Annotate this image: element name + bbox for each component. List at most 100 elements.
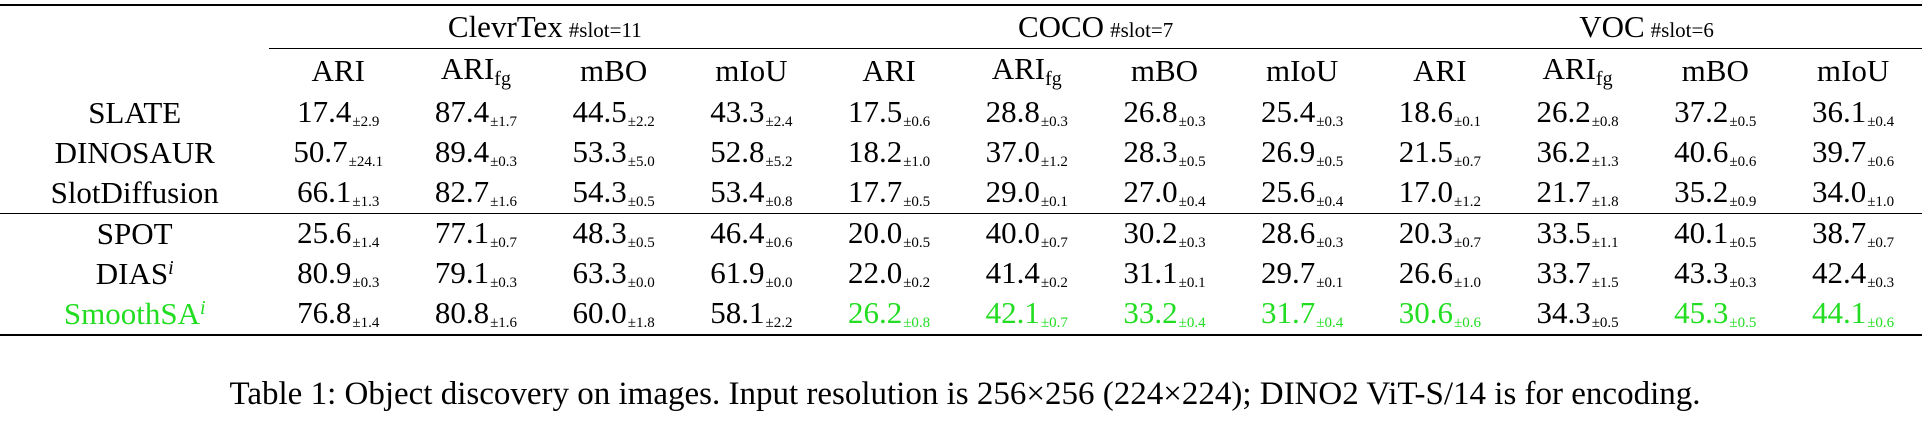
mean-value: 26.8 (1123, 94, 1178, 130)
value-cell: 41.4±0.2 (958, 254, 1096, 294)
metric-name: ARI (311, 52, 365, 88)
mean-value: 28.8 (985, 94, 1040, 130)
std-value: ±0.7 (1040, 235, 1068, 252)
group-header-clevrtex: ClevrTex #slot=11 (269, 5, 821, 49)
table-row: SLATE 17.4±2.9 87.4±1.7 44.5±2.2 43.3±2.4 17.… (0, 93, 1922, 133)
corner-cell (0, 5, 269, 49)
mean-value: 76.8 (297, 295, 352, 331)
mean-value: 54.3 (572, 174, 627, 210)
value-cell: 50.7±24.1 (269, 133, 407, 173)
std-value: ±0.8 (1591, 114, 1619, 131)
value-cell: 26.6±1.0 (1371, 254, 1509, 294)
value-cell: 76.8±1.4 (269, 294, 407, 335)
metric-header: mBO (1096, 49, 1234, 94)
value-cell: 25.6±0.4 (1233, 173, 1371, 214)
mean-value: 44.1 (1811, 295, 1867, 331)
metric-name: mBO (1681, 52, 1749, 88)
std-value: ±0.5 (903, 235, 931, 252)
mean-value: 28.6 (1261, 215, 1316, 251)
metric-name: mIoU (1266, 52, 1339, 88)
mean-value: 40.6 (1674, 134, 1729, 170)
value-cell: 42.4±0.3 (1784, 254, 1922, 294)
std-value: ±5.2 (765, 154, 793, 171)
mean-value: 37.0 (985, 134, 1040, 170)
mean-value: 31.7 (1261, 295, 1316, 331)
value-cell: 31.1±0.1 (1096, 254, 1234, 294)
std-value: ±0.1 (1040, 194, 1068, 211)
mean-value: 53.3 (572, 134, 627, 170)
mean-value: 80.9 (297, 255, 352, 291)
mean-value: 29.7 (1261, 255, 1316, 291)
std-value: ±0.8 (765, 194, 793, 211)
method-name-cell: DIASi (0, 254, 269, 294)
value-cell: 66.1±1.3 (269, 173, 407, 214)
metric-subscript: fg (494, 67, 511, 90)
std-value: ±0.3 (1316, 114, 1344, 131)
mean-value: 48.3 (572, 215, 627, 251)
value-cell: 34.0±1.0 (1784, 173, 1922, 214)
std-value: ±0.3 (1178, 235, 1206, 252)
value-cell: 60.0±1.8 (545, 294, 683, 335)
std-value: ±2.4 (765, 114, 793, 131)
method-name-cell: SLATE (0, 93, 269, 133)
std-value: ±0.5 (903, 194, 931, 211)
metric-header: mIoU (683, 49, 821, 94)
std-value: ±0.5 (1729, 114, 1757, 131)
value-cell: 37.0±1.2 (958, 133, 1096, 173)
value-cell: 18.6±0.1 (1371, 93, 1509, 133)
value-cell: 40.1±0.5 (1646, 213, 1785, 254)
method-name: SlotDiffusion (50, 174, 219, 210)
mean-value: 43.3 (710, 94, 765, 130)
group-slot: #slot=7 (1110, 17, 1174, 42)
value-cell: 29.7±0.1 (1233, 254, 1371, 294)
mean-value: 61.9 (710, 255, 765, 291)
mean-value: 20.0 (847, 215, 903, 251)
mean-value: 26.9 (1261, 134, 1316, 170)
std-value: ±0.3 (490, 275, 518, 292)
value-cell: 26.8±0.3 (1096, 93, 1234, 133)
metric-name: ARI (440, 50, 495, 86)
value-cell: 29.0±0.1 (958, 173, 1096, 214)
std-value: ±0.4 (1178, 194, 1206, 211)
mean-value: 30.6 (1398, 295, 1453, 331)
std-value: ±2.2 (627, 114, 655, 131)
value-cell: 77.1±0.7 (407, 213, 545, 254)
std-value: ±0.7 (1867, 235, 1895, 252)
mean-value: 44.5 (572, 94, 627, 130)
std-value: ±0.5 (627, 194, 655, 211)
metric-header: mIoU (1233, 49, 1371, 94)
std-value: ±0.5 (627, 235, 655, 252)
value-cell: 21.7±1.8 (1509, 173, 1647, 214)
std-value: ±0.4 (1316, 194, 1344, 211)
value-cell: 80.9±0.3 (269, 254, 407, 294)
mean-value: 33.5 (1536, 215, 1591, 251)
mean-value: 30.2 (1123, 215, 1178, 251)
value-cell: 37.2±0.5 (1646, 93, 1784, 133)
std-value: ±1.0 (1454, 275, 1481, 292)
value-cell: 26.2±0.8 (1509, 93, 1647, 133)
group-name: COCO (1017, 8, 1105, 44)
mean-value: 42.1 (985, 295, 1040, 331)
value-cell: 54.3±0.5 (545, 173, 683, 214)
metric-name: ARI (1413, 52, 1467, 88)
value-cell: 30.6±0.6 (1371, 294, 1509, 335)
value-cell: 61.9±0.0 (683, 254, 821, 294)
metric-name: ARI (991, 50, 1046, 86)
mean-value: 53.4 (710, 174, 765, 210)
std-value: ±1.3 (352, 194, 380, 211)
method-superscript: i (199, 296, 206, 319)
group-header-voc: VOC #slot=6 (1371, 5, 1922, 49)
value-cell: 28.3±0.5 (1096, 133, 1234, 173)
mean-value: 33.2 (1123, 295, 1178, 331)
std-value: ±0.3 (1729, 275, 1757, 292)
std-value: ±1.2 (1040, 154, 1068, 171)
std-value: ±1.8 (627, 315, 655, 332)
metric-name: mIoU (715, 52, 788, 88)
group-header-row: ClevrTex #slot=11 COCO #slot=7 VOC #slot=6 (0, 5, 1922, 49)
value-cell: 25.4±0.3 (1233, 93, 1371, 133)
std-value: ±1.6 (490, 315, 518, 332)
metric-name: ARI (862, 52, 916, 88)
value-cell: 28.8±0.3 (958, 93, 1096, 133)
mean-value: 20.3 (1398, 215, 1453, 251)
